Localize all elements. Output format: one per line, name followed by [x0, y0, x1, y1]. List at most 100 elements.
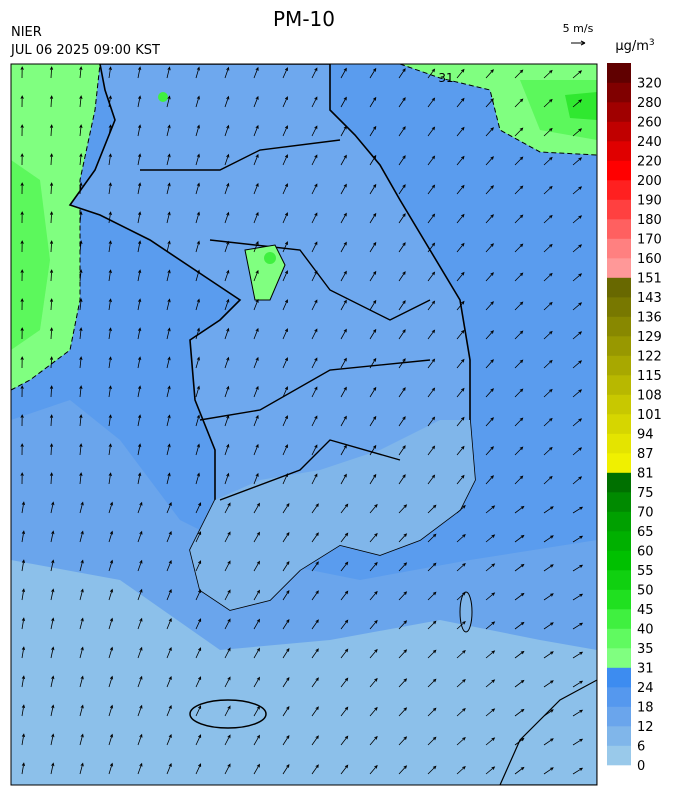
wind-arrow: [427, 533, 437, 543]
wind-arrow: [514, 330, 524, 340]
green-area-core: [11, 160, 50, 350]
wind-arrow: [79, 617, 84, 630]
legend-swatch: [607, 726, 631, 746]
wind-arrow: [195, 589, 202, 601]
wind-arrow: [282, 415, 288, 427]
wind-arrow: [224, 356, 230, 369]
wind-arrow: [311, 503, 319, 514]
wind-arrow: [79, 704, 84, 717]
wind-arrow: [427, 213, 436, 224]
wind-arrow: [427, 329, 436, 340]
wind-scale-arrow: [571, 40, 586, 46]
wind-arrow: [137, 211, 142, 224]
wind-arrow: [137, 298, 142, 311]
wind-arrow: [311, 270, 318, 282]
wind-arrow: [79, 385, 83, 398]
wind-arrow: [166, 414, 171, 427]
wind-arrow: [485, 475, 494, 485]
wind-arrow: [224, 705, 231, 717]
wind-arrow: [543, 330, 553, 340]
map: 31: [10, 63, 598, 786]
wind-arrow: [369, 735, 378, 746]
wind-arrow: [137, 530, 143, 543]
wind-arrow: [79, 646, 84, 659]
wind-arrow: [50, 675, 55, 688]
legend-swatch: [607, 472, 631, 493]
wind-arrow: [456, 620, 466, 630]
legend-swatch: [607, 238, 631, 259]
wind-arrow: [514, 446, 524, 456]
wind-arrow: [514, 214, 524, 224]
wind-arrow: [427, 445, 436, 456]
wind-arrow: [369, 212, 377, 224]
wind-arrow: [224, 298, 230, 311]
wind-arrow: [50, 501, 55, 514]
wind-arrow: [456, 155, 465, 166]
wind-arrow: [137, 269, 142, 282]
wind-arrow: [340, 212, 347, 224]
wind-arrow: [282, 618, 290, 630]
hotspot: [158, 92, 168, 102]
wind-arrow: [340, 648, 349, 659]
wind-arrow: [79, 95, 83, 108]
wind-arrow: [21, 762, 26, 775]
wind-arrow: [166, 95, 171, 108]
wind-arrow: [137, 182, 142, 195]
wind-arrow: [108, 704, 114, 717]
wind-arrow: [166, 617, 172, 630]
wind-arrow: [456, 533, 466, 543]
wind-arrow: [108, 675, 114, 688]
wind-arrow: [21, 559, 26, 572]
legend-swatch: [607, 355, 631, 376]
wind-arrow: [253, 66, 259, 79]
wind-arrow: [195, 443, 200, 456]
wind-arrow: [79, 733, 84, 746]
wind-arrow: [137, 95, 142, 108]
legend-swatch: [607, 589, 631, 610]
wind-arrow: [427, 504, 437, 514]
wind-arrow: [195, 618, 202, 630]
wind-arrow: [253, 676, 260, 688]
wind-arrow: [20, 356, 24, 369]
wind-arrow: [137, 327, 142, 340]
legend-swatch: [607, 63, 631, 83]
wind-arrow: [543, 593, 554, 601]
wind-arrow: [340, 183, 347, 195]
wind-arrow: [572, 709, 584, 717]
wind-arrow: [427, 358, 436, 369]
wind-arrow: [485, 505, 496, 514]
wind-arrow: [398, 474, 406, 485]
wind-arrow: [456, 474, 465, 485]
wind-arrow: [456, 736, 466, 746]
wind-arrow: [311, 473, 318, 485]
legend-swatch: [607, 492, 631, 512]
wind-arrow: [311, 299, 318, 311]
wind-arrow: [224, 589, 231, 601]
wind-arrow: [195, 763, 202, 775]
wind-arrow: [50, 588, 55, 601]
wind-arrow: [340, 619, 349, 630]
legend-label: 240: [637, 135, 662, 150]
legend-swatch: [607, 258, 631, 278]
wind-arrow: [572, 215, 583, 224]
wind-arrow: [224, 676, 231, 688]
wind-arrow: [456, 504, 466, 514]
wind-arrow: [369, 386, 377, 398]
wind-arrow: [369, 677, 378, 688]
wind-arrow: [79, 211, 83, 224]
wind-arrow: [572, 476, 583, 485]
wind-arrow: [195, 153, 200, 166]
wind-arrow: [311, 648, 319, 659]
wind-arrow: [224, 66, 230, 79]
wind-arrow: [166, 559, 172, 572]
wind-arrow: [79, 269, 83, 282]
wind-arrow: [543, 98, 553, 108]
wind-arrow: [224, 443, 230, 456]
wind-arrow: [369, 648, 378, 659]
wind-arrow: [427, 620, 437, 630]
wind-arrow: [311, 444, 318, 456]
wind-arrow: [427, 387, 436, 398]
wind-arrow: [514, 243, 524, 253]
wind-scale-label: 5 m/s: [563, 22, 594, 35]
wind-arrow: [514, 417, 524, 427]
